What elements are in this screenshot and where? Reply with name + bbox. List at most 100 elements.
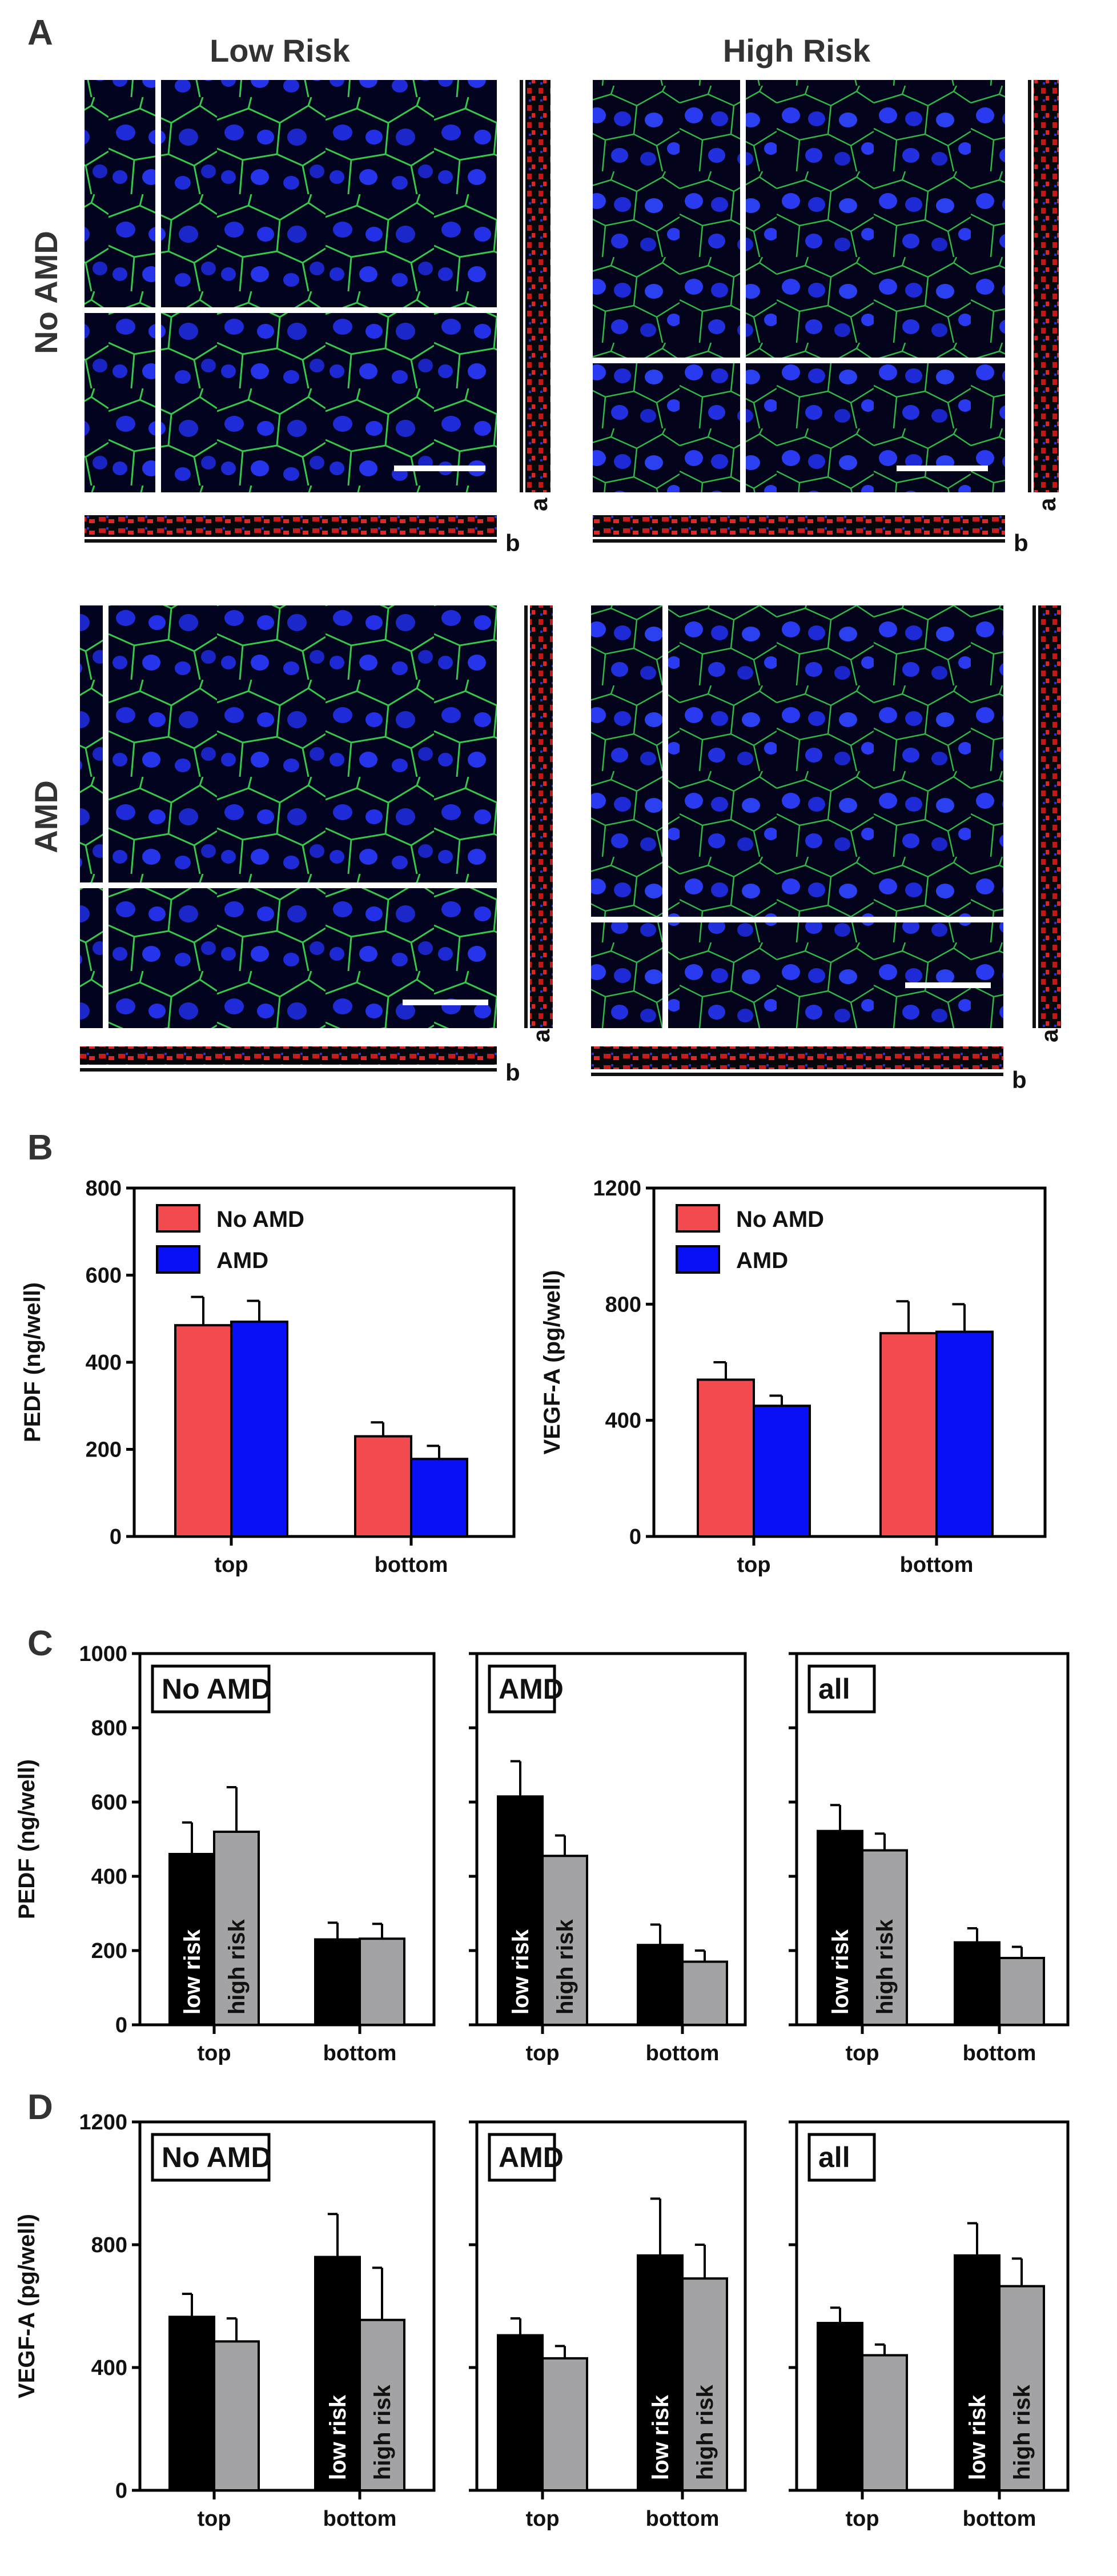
bar-high-risk-bottom [681,1960,728,2026]
plot-frame [138,1652,436,2027]
x-tick-label-bottom: bottom [375,1553,448,1577]
bar-low-risk-top [168,1853,215,2026]
bar-low-risk-bottom [954,1941,1001,2026]
orthogonal-section-b [593,515,1005,537]
chart-c-all: top bottom low risk high risk all [789,1652,1070,2065]
bar-low-risk-bottom [954,2254,1001,2491]
y-tick-label: 800 [91,2233,127,2257]
y-tick-label: 200 [86,1438,122,1462]
bar-text-low-risk: low risk [180,1929,205,2015]
bar-text-low-risk: low risk [965,2394,990,2480]
legend-label-no-amd: No AMD [736,1207,824,1232]
box-label-frame [807,2133,876,2182]
x-tick-label-top: top [525,2041,559,2065]
y-tick-label: 400 [605,1409,641,1433]
bar-low-risk-bottom [314,1938,361,2026]
bar-text-low-risk: low risk [326,2394,351,2480]
plot-frame [475,1652,747,2027]
y-tick-label: 600 [91,1791,127,1815]
box-label: No AMD [162,2141,272,2173]
box-label-frame [151,1664,271,1714]
x-tick-label-bottom: bottom [963,2041,1036,2065]
chart-d-all: top bottom low risk high risk all [789,2120,1070,2531]
bar-text-high-risk: high risk [370,2385,395,2480]
box-label: all [818,2141,850,2173]
bar-high-risk-bottom [681,2277,728,2491]
col-header-high-risk: High Risk [723,33,871,69]
bar-high-risk-bottom [998,2285,1045,2491]
legend-swatch-no-amd [676,1204,720,1233]
label-a: a [1034,497,1060,511]
bar-high-risk-top [541,1855,588,2026]
label-a: a [528,1029,555,1042]
bar-amd-bottom [410,1458,468,1538]
plot-frame [652,1186,1047,1538]
orthogonal-section-b [591,1046,1003,1069]
bar-low-risk-top [817,1829,863,2026]
box-label: No AMD [162,1673,272,1705]
micrograph-no-amd-low-risk [85,80,551,543]
x-tick-label-bottom: bottom [323,2041,397,2065]
x-tick-label-bottom: bottom [900,1553,974,1577]
bar-no-amd-top [697,1378,755,1538]
box-label-frame [488,2133,556,2182]
plot-frame [475,2120,747,2492]
scale-bar [403,1000,488,1005]
bar-high-risk-top [213,2340,260,2491]
x-tick-label-top: top [737,1553,770,1577]
bar-low-risk-bottom [637,2254,684,2491]
y-tick-label: 400 [86,1351,122,1375]
box-label: AMD [499,1673,564,1705]
x-tick-label-bottom: bottom [646,2041,720,2065]
x-tick-label-top: top [197,2041,231,2065]
panel-label-d: D [27,2088,53,2127]
bar-no-amd-bottom [879,1332,938,1538]
y-tick-label: 600 [86,1264,122,1288]
box-label-frame [488,1664,556,1714]
y-tick-label: 200 [91,1939,127,1963]
micrograph-amd-low-risk [80,605,553,1072]
charts-group: 0 200 400 600 800 PEDF (ng/well) top bottom No A… [14,1177,1070,2531]
y-axis-label: PEDF (ng/well) [20,1282,45,1442]
box-label: all [818,1673,850,1705]
legend-swatch-amd [156,1245,200,1274]
chart-b-vegf: 0 400 800 1200 VEGF-A (pg/well) top bottom No A… [540,1177,1047,1577]
chart-c-noamd: 0 200 400 600 800 1000 PEDF (ng/well) top bottom… [14,1642,436,2065]
bar-text-high-risk: high risk [224,1919,250,2015]
label-b: b [1012,1066,1027,1093]
bar-amd-top [230,1321,288,1538]
legend-label-amd: AMD [216,1248,268,1273]
orthogonal-section-a [1034,80,1059,492]
bar-no-amd-top [174,1324,232,1538]
col-header-low-risk: Low Risk [210,33,351,69]
orthogonal-section-b [85,515,497,537]
scale-bar [897,466,988,471]
legend-swatch-no-amd [156,1204,200,1233]
y-tick-label: 0 [110,1525,122,1549]
y-tick-label: 1200 [593,1177,641,1201]
orthogonal-section-a [1038,605,1061,1028]
panel-label-b: B [27,1128,53,1167]
scale-bar [905,982,991,988]
bar-high-risk-bottom [359,2318,405,2491]
x-tick-label-top: top [197,2507,231,2531]
y-tick-label: 800 [86,1177,122,1201]
bar-high-risk-top [213,1831,260,2026]
x-tick-label-top: top [845,2041,879,2065]
orthogonal-section-a [530,605,553,1028]
bar-low-risk-bottom [637,1944,684,2026]
y-tick-label: 1200 [79,2110,127,2134]
y-axis-label: PEDF (ng/well) [14,1759,39,1919]
legend-swatch-amd [676,1245,720,1274]
y-tick-label: 800 [605,1293,641,1317]
plot-frame [795,2120,1070,2492]
y-axis-label: VEGF-A (pg/well) [540,1270,565,1455]
x-tick-label-bottom: bottom [646,2507,720,2531]
scale-bar [394,466,485,471]
bar-text-low-risk: low risk [828,1929,853,2015]
bar-low-risk-top [817,2322,863,2491]
box-label-frame [807,1664,876,1714]
box-label: AMD [499,2141,564,2173]
row-header-amd: AMD [28,780,64,853]
bar-text-high-risk: high risk [1010,2385,1035,2480]
